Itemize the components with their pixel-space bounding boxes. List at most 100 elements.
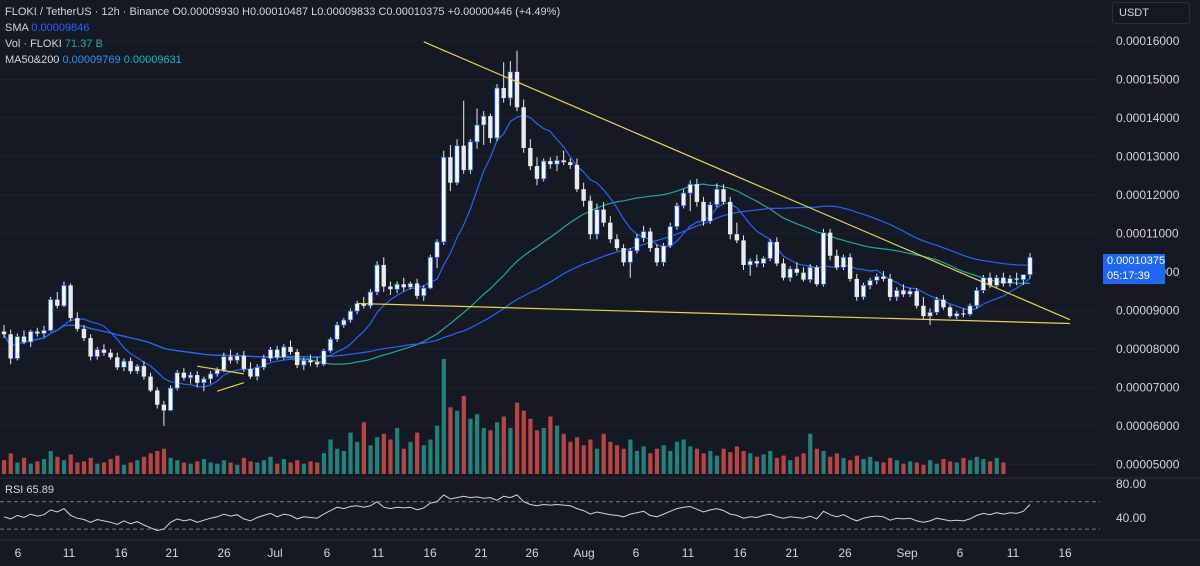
candle-body [874,276,880,281]
volume-bar [954,462,959,474]
volume-bar [41,459,47,474]
candle-body [108,352,113,358]
volume-bar [561,433,566,474]
candle [867,277,873,290]
volume-bar [2,460,7,474]
candle [454,139,460,186]
candle-body [14,336,20,359]
volume-bar [341,451,346,474]
volume-bar [761,454,766,474]
candle [301,357,307,371]
candle-body [374,264,380,293]
volume-bar [488,430,493,474]
time-tick-label: 21 [785,546,799,560]
candle [1,325,7,339]
candle [614,234,620,251]
candle [980,275,986,294]
candle-body [381,265,386,287]
volume-bar [495,422,500,474]
candle-body [261,358,267,368]
candle-body [274,349,280,358]
candle-body [601,209,606,223]
volume-bar [15,462,20,474]
candle [694,178,700,207]
candle [974,287,980,309]
candle-body [327,338,334,352]
candle [994,275,1000,289]
candle-body [568,162,573,165]
volume-bar [854,455,859,474]
candle-body [701,201,706,222]
legend-ma-row[interactable]: MA50&200 0.00009769 0.00009631 [5,52,560,68]
rsi-legend[interactable]: RSI 65.89 [5,484,54,496]
candle [634,234,640,254]
volume-bar [668,451,673,474]
candle [787,266,793,282]
candle-body [161,404,167,411]
candle-body [248,368,253,377]
volume-bar [721,448,726,474]
candle [167,385,174,412]
volume-bar [308,461,313,474]
currency-unit-button[interactable]: USDT [1112,2,1190,24]
candle-body [427,256,433,289]
volume-bar [228,462,233,474]
trendlines [197,41,1071,392]
candle-body [121,360,127,368]
candle [241,350,247,372]
candle [88,334,93,361]
volume-bar [128,462,133,474]
candle [101,344,107,356]
rsi-tick-label: 40.00 [1116,511,1146,525]
legend-sma-row[interactable]: SMA 0.00009846 [5,20,560,36]
ma50-value: 0.00009769 [62,54,121,66]
time-tick-label: 21 [165,546,179,560]
volume-bar [141,456,147,474]
volume-bar [588,439,593,474]
support-trendline [357,302,1070,325]
volume-bar [834,453,839,474]
candle [701,196,706,226]
rsi-pane: 80.00 40.00 [0,477,1200,541]
candle-body [155,390,160,405]
candle-body [854,278,859,297]
candle [501,62,506,103]
candle-body [754,261,760,264]
volume-bar [175,460,180,474]
volume-bar [748,453,753,474]
candle [21,330,27,345]
candle [667,222,673,249]
legend-volume-row[interactable]: Vol · FLOKI 71.37 B [5,36,560,52]
candle-body [794,268,800,273]
time-tick-label: 21 [474,546,488,560]
volume-bar [648,453,653,474]
candle [894,287,900,301]
legend-symbol-row: FLOKI / TetherUS · 12h · Binance O0.0000… [5,4,560,20]
candle [754,254,760,268]
candle [68,283,73,322]
last-price-label: 0.00010375 05:17:39 [1103,254,1165,284]
volume-bar [728,452,733,474]
symbol-label[interactable]: FLOKI / TetherUS · 12h · Binance [5,6,170,18]
volume-bar [448,407,453,474]
candle-body [221,356,227,371]
sma-label: SMA [5,22,29,34]
candle-body [308,360,313,363]
price-tick-label: 0.00012000 [1116,188,1180,202]
candle-body [388,286,393,290]
candle-body [167,387,174,411]
volume-bar [594,448,600,474]
candle-body [321,350,327,365]
candle [121,358,127,372]
volume-bar [828,456,833,474]
candle [401,277,406,292]
candle-body [294,351,300,366]
candle-body [494,87,500,139]
volume-bar [501,416,506,474]
candle [248,362,253,379]
candle-body [148,376,153,391]
candle [854,273,859,301]
volume-bar [628,439,633,474]
volume-bar [481,428,486,474]
